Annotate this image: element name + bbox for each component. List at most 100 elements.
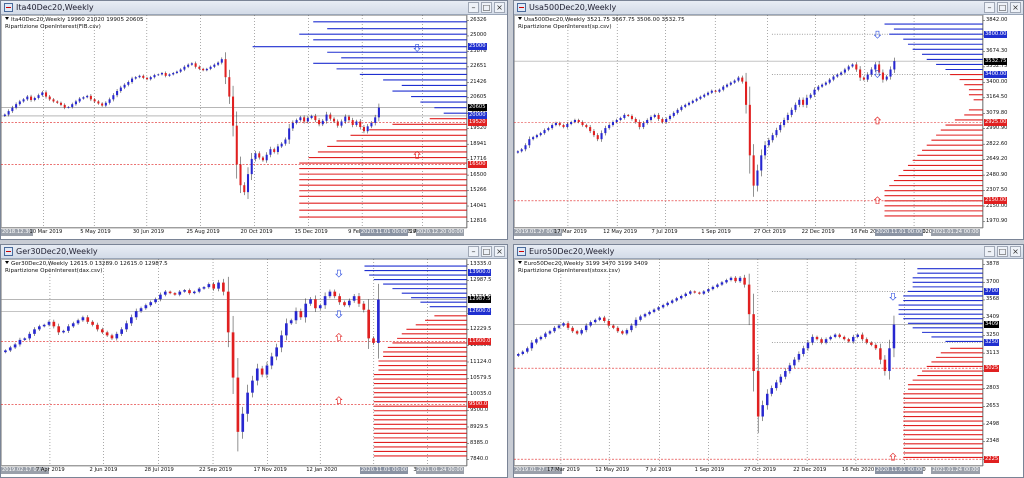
- candle-up: [178, 291, 182, 295]
- chart-area[interactable]: 3842.003800.003674.303532.753400.003164.…: [514, 15, 1023, 239]
- candle-up: [548, 331, 552, 334]
- window-titlebar[interactable]: Euro50Dec20,Weekly – □ ×: [514, 245, 1023, 259]
- time-cursor-label: 2020.11.01 00:00: [359, 229, 409, 236]
- candle-up: [702, 291, 706, 294]
- candle-down: [359, 121, 362, 128]
- price-axis-label: 3674.30: [986, 47, 1008, 54]
- price-axis-label: 8385.0: [470, 439, 489, 446]
- candle-up: [516, 151, 519, 153]
- candle-down: [93, 99, 96, 102]
- price-chart-svg[interactable]: [1, 259, 505, 475]
- indicator-name: Ripartizione OpenInterest(dax.csv): [5, 268, 103, 274]
- plot-area[interactable]: [514, 15, 983, 228]
- candle-up: [716, 284, 719, 287]
- minimize-button[interactable]: –: [984, 246, 995, 257]
- candle-up: [733, 80, 736, 83]
- price-chart-svg[interactable]: [514, 15, 1021, 237]
- candle-up: [325, 114, 328, 121]
- candle-up: [539, 133, 542, 136]
- time-axis-label: 22 Dec 2019: [801, 229, 835, 235]
- candle-down: [318, 120, 321, 125]
- collapse-triangle-icon[interactable]: [5, 17, 9, 20]
- candle-up: [276, 146, 279, 152]
- maximize-button[interactable]: □: [481, 246, 492, 257]
- candle-up: [13, 344, 17, 348]
- candle-up: [811, 336, 814, 343]
- candle-up: [729, 277, 733, 281]
- time-axis-label: 12 Jan 2020: [306, 467, 338, 473]
- candle-up: [37, 95, 40, 98]
- candle-down: [260, 368, 264, 375]
- price-axis-label: 3250: [986, 331, 1000, 338]
- candle-up: [289, 320, 293, 324]
- chart-window-icon: [4, 247, 13, 256]
- candle-down: [224, 59, 227, 78]
- collapse-triangle-icon[interactable]: [518, 17, 522, 20]
- candle-up: [554, 123, 557, 126]
- chart-area[interactable]: 13335.012987.512774.012600.012229.511669…: [1, 259, 507, 477]
- chart-area[interactable]: 2632625000238762265121426206052000019520…: [1, 15, 507, 239]
- candle-up: [793, 359, 796, 366]
- candle-down: [63, 104, 66, 108]
- price-level-badge: 25000: [468, 43, 487, 51]
- chart-window-icon: [517, 3, 526, 12]
- chart-window-ita40[interactable]: Ita40Dec20,Weekly – □ × 26326 25000 23876 22651…: [0, 0, 508, 240]
- candle-up: [665, 118, 668, 123]
- candle-down: [855, 64, 858, 70]
- candle-up: [684, 104, 687, 107]
- chart-window-ger30[interactable]: Ger30Dec20,Weekly–□×13335.012987.512774.…: [0, 244, 508, 478]
- price-axis[interactable]: [467, 259, 505, 466]
- price-axis-label: 3878: [986, 261, 1000, 267]
- window-titlebar[interactable]: Usa500Dec20,Weekly – □ ×: [514, 1, 1023, 15]
- candle-down: [101, 103, 104, 106]
- time-axis[interactable]: [514, 466, 1021, 475]
- price-axis-label: 2307.50: [986, 187, 1008, 194]
- candle-down: [44, 92, 48, 97]
- candle-up: [598, 317, 601, 320]
- candle-down: [164, 73, 167, 76]
- candle-down: [258, 153, 261, 158]
- time-axis[interactable]: [1, 466, 505, 475]
- window-titlebar[interactable]: Ger30Dec20,Weekly – □ ×: [1, 245, 507, 259]
- minimize-button[interactable]: –: [984, 2, 995, 13]
- candle-up: [125, 323, 128, 330]
- price-chart-svg[interactable]: [514, 259, 1021, 475]
- candle-up: [76, 320, 80, 324]
- candle-up: [779, 376, 783, 383]
- price-axis-label: 2653: [986, 402, 1000, 409]
- candle-down: [347, 116, 351, 121]
- chart-area[interactable]: 3878370035683409325031132958280326532498…: [514, 259, 1023, 477]
- maximize-button[interactable]: □: [997, 2, 1008, 13]
- up-arrow-icon: [335, 396, 343, 404]
- close-button[interactable]: ×: [494, 2, 505, 13]
- price-level-badge: 20000: [468, 112, 487, 120]
- maximize-button[interactable]: □: [481, 2, 492, 13]
- chart-info-header: Usa500Dec20,Weekly 3521.75 3667.75 3506.…: [518, 17, 685, 31]
- price-chart-svg[interactable]: [1, 15, 505, 237]
- candle-down: [198, 66, 201, 69]
- price-level-badge: 12987.5: [468, 296, 492, 304]
- maximize-button[interactable]: □: [997, 246, 1008, 257]
- chart-window-usa500[interactable]: Usa500Dec20,Weekly–□×3842.003800.003674.…: [513, 0, 1024, 240]
- candle-up: [192, 291, 196, 294]
- collapse-triangle-icon[interactable]: [5, 261, 9, 264]
- candle-up: [547, 128, 550, 131]
- candle-up: [840, 72, 843, 75]
- candle-down: [110, 335, 114, 339]
- candle-down: [634, 118, 637, 123]
- time-axis[interactable]: [1, 228, 505, 237]
- candle-up: [580, 330, 583, 334]
- close-button[interactable]: ×: [1010, 2, 1021, 13]
- close-button[interactable]: ×: [494, 246, 505, 257]
- candle-up: [175, 71, 178, 74]
- candle-down: [883, 359, 887, 372]
- minimize-button[interactable]: –: [468, 2, 479, 13]
- candle-up: [885, 76, 888, 80]
- price-level-badge: 2225: [984, 455, 1000, 463]
- collapse-triangle-icon[interactable]: [518, 261, 522, 264]
- window-titlebar[interactable]: Ita40Dec20,Weekly – □ ×: [1, 1, 507, 15]
- close-button[interactable]: ×: [1010, 246, 1021, 257]
- minimize-button[interactable]: –: [468, 246, 479, 257]
- time-axis[interactable]: [514, 228, 1021, 237]
- chart-window-euro50[interactable]: Euro50Dec20,Weekly – □ × 3878 3700 3568 3409 325…: [513, 244, 1024, 478]
